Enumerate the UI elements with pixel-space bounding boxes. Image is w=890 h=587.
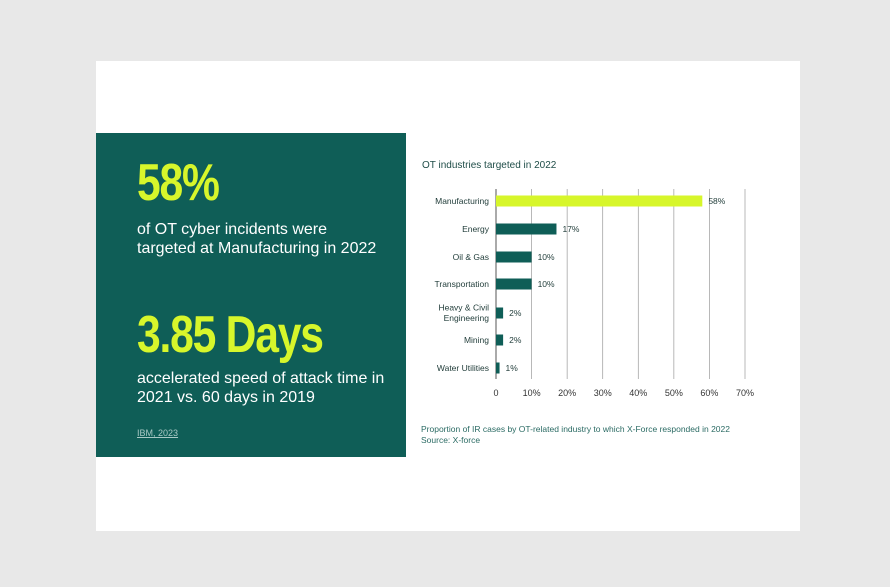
x-tick-label: 50% [665,388,683,398]
category-label: Transportation [435,279,490,289]
bar [496,334,504,346]
caption-description: Proportion of IR cases by OT-related ind… [421,424,730,434]
bar [496,195,703,207]
source-link[interactable]: IBM, 2023 [137,428,179,438]
x-tick-label: 40% [629,388,647,398]
x-tick-label: 0 [493,388,498,398]
bar [496,223,557,235]
category-label: Water Utilities [437,363,489,373]
category-label: Heavy & Civil Engineering [438,303,489,324]
x-tick-label: 70% [736,388,754,398]
category-label: Mining [464,335,489,345]
category-label: Oil & Gas [453,252,489,262]
stat-attack-speed: 3.85 Days [137,306,324,364]
category-label: Manufacturing [435,196,489,206]
value-label: 2% [509,308,522,318]
x-tick-label: 60% [700,388,718,398]
chart-title: OT industries targeted in 2022 [422,160,557,171]
value-label: 10% [538,252,555,262]
stat-manufacturing-percent: 58% [137,154,220,212]
value-label: 1% [506,363,519,373]
chart-caption: Proportion of IR cases by OT-related ind… [421,424,730,445]
stat-panel: 58% of OT cyber incidents were targeted … [96,133,406,457]
category-label: Energy [462,224,490,234]
bar [496,307,504,319]
value-label: 10% [538,279,555,289]
caption-source: Source: X-force [421,434,481,445]
bar [496,251,532,263]
bar [496,278,532,290]
x-tick-label: 10% [523,388,541,398]
stat-manufacturing-description: of OT cyber incidents were targeted at M… [137,221,377,257]
x-tick-label: 30% [594,388,612,398]
value-label: 2% [509,335,522,345]
value-label: 58% [708,196,725,206]
value-label: 17% [562,224,579,234]
bar [496,362,500,374]
x-tick-label: 20% [558,388,576,398]
stat-attack-speed-description: accelerated speed of attack time in 2021… [137,370,385,406]
